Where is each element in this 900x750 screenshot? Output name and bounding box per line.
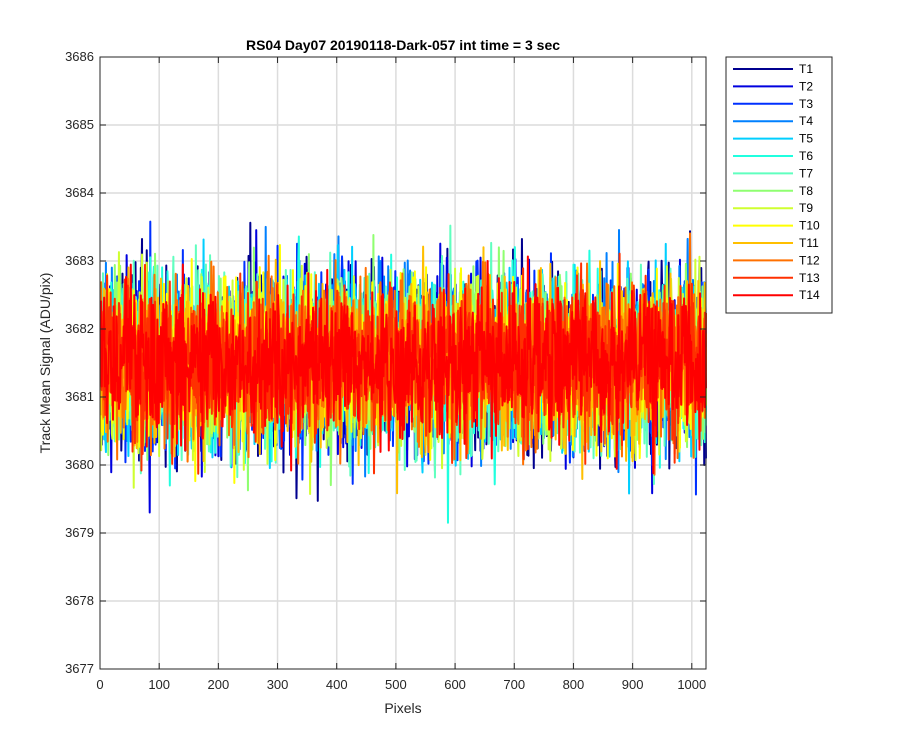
plot-frame (99, 56, 707, 670)
y-tick-label: 3685 (65, 117, 94, 132)
series-line-t14 (99, 255, 707, 475)
x-tick-label: 900 (622, 677, 644, 692)
y-tick-label: 3682 (65, 321, 94, 336)
y-tick-label: 3679 (65, 525, 94, 540)
y-tick-label: 3678 (65, 593, 94, 608)
legend-label: T9 (799, 201, 813, 215)
x-tick-label: 800 (563, 677, 585, 692)
legend-label: T6 (799, 149, 813, 163)
y-tick-label: 3680 (65, 457, 94, 472)
x-tick-label: 1000 (677, 677, 706, 692)
x-tick-label: 600 (444, 677, 466, 692)
legend-label: T8 (799, 184, 813, 198)
legend-label: T14 (799, 288, 820, 302)
y-tick-label: 3681 (65, 389, 94, 404)
x-tick-label: 400 (326, 677, 348, 692)
y-tick-label: 3677 (65, 661, 94, 676)
legend-label: T12 (799, 253, 820, 267)
x-tick-label: 500 (385, 677, 407, 692)
axis-ticks: 0 100 200 300 400 500 600 700 800 900 1000 3677 3678… (65, 49, 706, 692)
x-tick-label: 300 (267, 677, 289, 692)
legend: T1 T2 T3 T4 T5 T6 T7 T8 T9 T10 T11 T12 T13 T14 (725, 56, 833, 314)
y-axis-label: Track Mean Signal (ADU/pix) (37, 273, 53, 454)
y-tick-label: 3684 (65, 185, 94, 200)
legend-box (725, 56, 833, 314)
chart-title: RS04 Day07 20190118-Dark-057 int time = … (246, 37, 560, 53)
x-tick-label: 200 (208, 677, 230, 692)
legend-label: T10 (799, 219, 820, 233)
legend-label: T1 (799, 62, 813, 76)
y-tick-label: 3683 (65, 253, 94, 268)
y-tick-label: 3686 (65, 49, 94, 64)
x-tick-label: 0 (96, 677, 103, 692)
legend-label: T13 (799, 271, 820, 285)
legend-label: T2 (799, 79, 813, 93)
legend-label: T7 (799, 166, 813, 180)
series-group (99, 220, 707, 524)
x-axis-label: Pixels (384, 700, 421, 716)
x-tick-label: 700 (503, 677, 525, 692)
x-tick-label: 100 (148, 677, 170, 692)
legend-label: T3 (799, 97, 813, 111)
legend-label: T5 (799, 132, 813, 146)
legend-label: T11 (799, 236, 819, 250)
legend-label: T4 (799, 114, 813, 128)
